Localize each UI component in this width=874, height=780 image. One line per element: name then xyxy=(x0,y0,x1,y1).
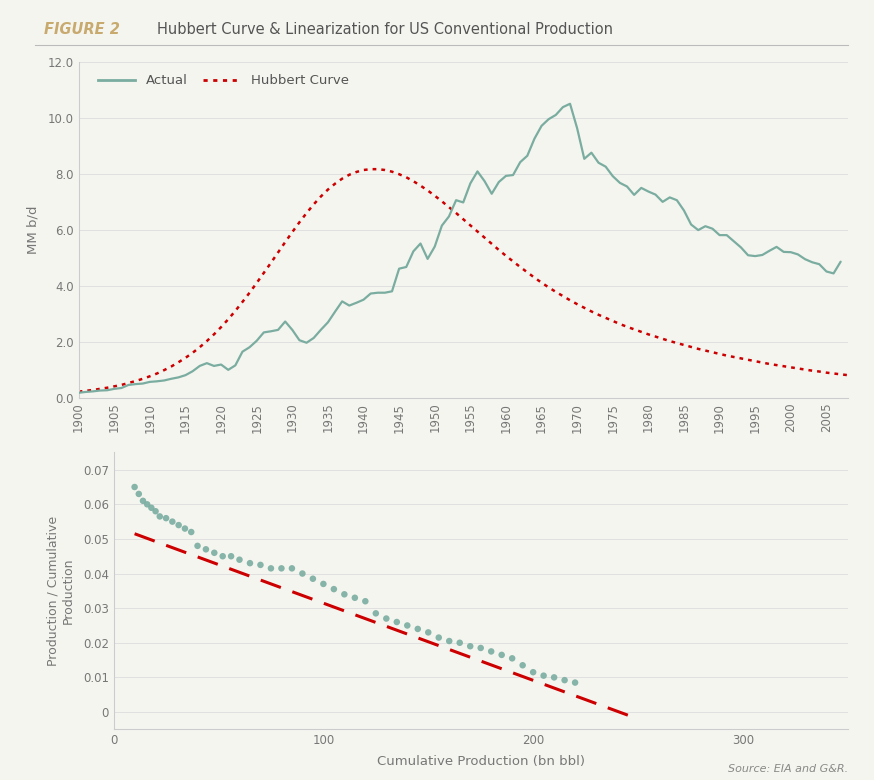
Point xyxy=(136,495,150,507)
Point xyxy=(153,510,167,523)
Point xyxy=(400,619,414,632)
Point xyxy=(558,674,572,686)
Legend: Actual, Hubbert Curve: Actual, Hubbert Curve xyxy=(93,69,354,93)
Point xyxy=(568,676,582,689)
Point xyxy=(132,488,146,500)
Point xyxy=(495,649,509,661)
Point xyxy=(199,543,213,555)
Point xyxy=(253,558,267,571)
Point xyxy=(274,562,288,575)
Point xyxy=(316,578,330,590)
Point xyxy=(379,612,393,625)
Text: Source: EIA and G&R.: Source: EIA and G&R. xyxy=(728,764,848,774)
Point xyxy=(453,636,467,649)
Point xyxy=(191,540,205,552)
Point xyxy=(348,591,362,604)
Point xyxy=(224,550,238,562)
Point xyxy=(537,669,551,682)
Point xyxy=(184,526,198,538)
X-axis label: Cumulative Production (bn bbl): Cumulative Production (bn bbl) xyxy=(377,756,585,768)
Point xyxy=(463,640,477,652)
Point xyxy=(421,626,435,639)
Point xyxy=(171,519,185,531)
Point xyxy=(165,516,179,528)
Y-axis label: MM b/d: MM b/d xyxy=(26,206,39,254)
Point xyxy=(358,595,372,608)
Point xyxy=(505,652,519,665)
Point xyxy=(306,573,320,585)
Point xyxy=(216,550,230,562)
Point xyxy=(232,554,246,566)
Point xyxy=(159,512,173,524)
Point xyxy=(390,615,404,628)
Point xyxy=(547,671,561,683)
Point xyxy=(178,523,192,535)
Point xyxy=(516,659,530,672)
Point xyxy=(128,480,142,493)
Point xyxy=(442,635,456,647)
Point xyxy=(432,631,446,644)
Point xyxy=(474,642,488,654)
Point xyxy=(144,502,158,514)
Point xyxy=(207,547,221,559)
Point xyxy=(327,583,341,595)
Point xyxy=(264,562,278,575)
Point xyxy=(484,645,498,658)
Point xyxy=(140,498,154,511)
Point xyxy=(526,666,540,679)
Point xyxy=(411,622,425,635)
Text: FIGURE 2: FIGURE 2 xyxy=(44,22,120,37)
Point xyxy=(369,607,383,619)
Point xyxy=(149,505,163,517)
Y-axis label: Production / Cumulative
Production: Production / Cumulative Production xyxy=(46,516,74,666)
Point xyxy=(243,557,257,569)
Point xyxy=(285,562,299,575)
Point xyxy=(337,588,351,601)
Text: Hubbert Curve & Linearization for US Conventional Production: Hubbert Curve & Linearization for US Con… xyxy=(157,22,614,37)
Point xyxy=(295,567,309,580)
